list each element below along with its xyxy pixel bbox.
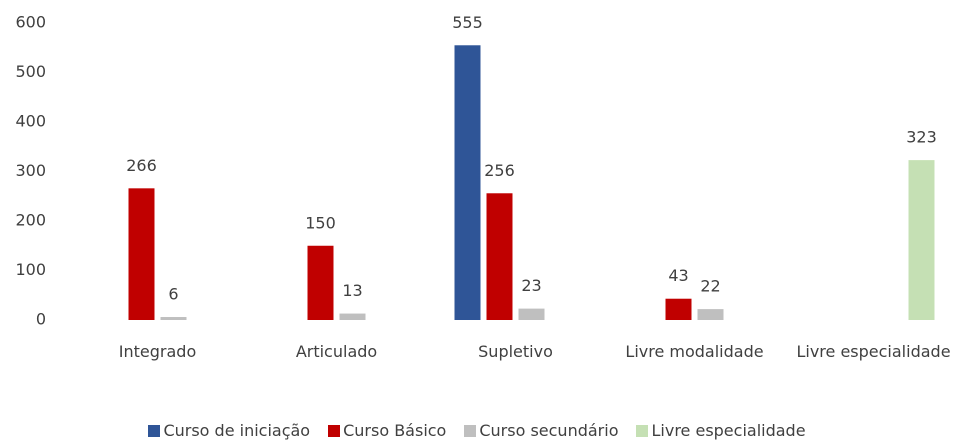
- bar: [454, 45, 481, 321]
- data-label: 43: [668, 266, 688, 285]
- legend-item: Curso secundário: [464, 421, 618, 440]
- x-tick-label: Livre especialidade: [796, 342, 951, 361]
- bar: [665, 298, 692, 320]
- bar: [160, 317, 187, 320]
- data-label: 256: [484, 161, 515, 180]
- legend-label: Curso Básico: [343, 421, 447, 440]
- data-label: 555: [452, 13, 483, 32]
- legend-swatch: [464, 424, 477, 437]
- y-tick-label: 200: [15, 211, 46, 230]
- legend-item: Curso de iniciação: [148, 421, 310, 440]
- legend-label: Livre especialidade: [651, 421, 806, 440]
- legend-label: Curso de iniciação: [163, 421, 311, 440]
- data-label: 266: [126, 156, 157, 175]
- bar: [908, 160, 935, 320]
- bar: [518, 308, 545, 320]
- data-label: 323: [906, 128, 937, 147]
- bar: [486, 193, 513, 320]
- data-label: 23: [521, 276, 541, 295]
- bar: [697, 309, 724, 320]
- legend-swatch: [636, 424, 649, 437]
- x-tick-label: Livre modalidade: [625, 342, 764, 361]
- y-tick-label: 500: [15, 62, 46, 81]
- legend: Curso de iniciação Curso Básico Curso secu…: [0, 421, 954, 440]
- data-label: 22: [700, 277, 720, 296]
- legend-swatch: [148, 424, 161, 437]
- y-tick-label: 100: [15, 260, 46, 279]
- y-tick-label: 0: [36, 310, 46, 329]
- x-tick-label: Supletivo: [478, 342, 553, 361]
- x-tick-label: Articulado: [295, 342, 378, 361]
- bar: [128, 188, 155, 320]
- legend-swatch: [328, 424, 341, 437]
- legend-item: Curso Básico: [328, 421, 446, 440]
- y-tick-label: 400: [15, 112, 46, 131]
- bar: [339, 313, 366, 320]
- x-tick-label: Integrado: [118, 342, 197, 361]
- y-tick-label: 600: [15, 13, 46, 32]
- data-label: 6: [168, 285, 178, 304]
- legend-label: Curso secundário: [479, 421, 619, 440]
- data-label: 150: [305, 213, 336, 232]
- data-label: 13: [342, 281, 362, 300]
- y-tick-label: 300: [15, 161, 46, 180]
- legend-item: Livre especialidade: [636, 421, 806, 440]
- bar: [307, 245, 334, 320]
